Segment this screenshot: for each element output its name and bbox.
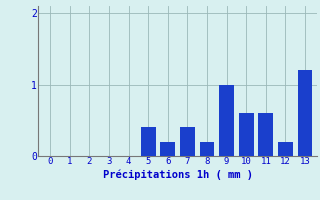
Bar bbox=[160, 142, 175, 156]
Bar bbox=[298, 70, 312, 156]
Bar bbox=[239, 113, 253, 156]
X-axis label: Précipitations 1h ( mm ): Précipitations 1h ( mm ) bbox=[103, 169, 252, 180]
Bar bbox=[141, 127, 156, 156]
Bar bbox=[259, 113, 273, 156]
Bar bbox=[219, 85, 234, 156]
Bar bbox=[180, 127, 195, 156]
Bar bbox=[278, 142, 293, 156]
Bar bbox=[200, 142, 214, 156]
